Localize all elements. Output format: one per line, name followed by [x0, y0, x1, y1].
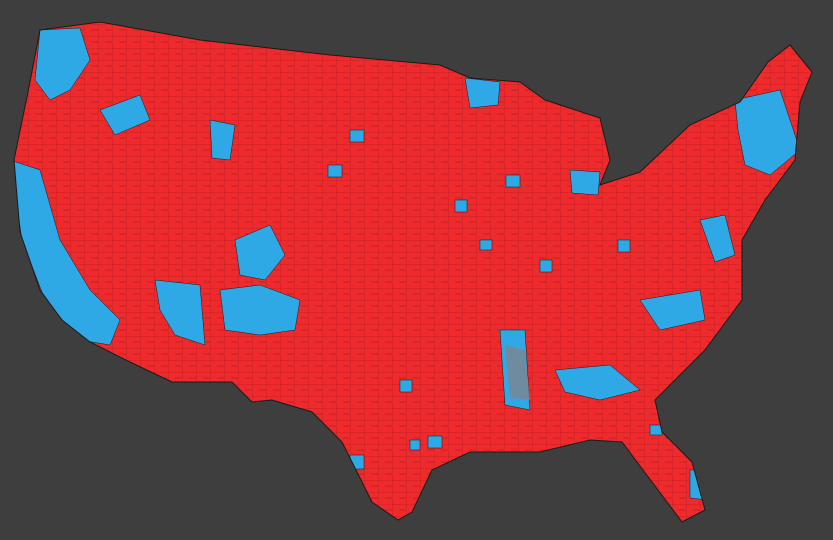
- region: [505, 174, 521, 188]
- region: [409, 439, 421, 451]
- region: [327, 164, 343, 178]
- region: [427, 435, 443, 449]
- region: [209, 119, 236, 161]
- region: [234, 224, 286, 281]
- region: [649, 424, 663, 436]
- region: [464, 77, 501, 109]
- region: [99, 94, 151, 136]
- us-outline: [13, 21, 813, 523]
- region: [154, 279, 206, 346]
- region: [734, 89, 801, 176]
- region: [699, 214, 736, 263]
- region: [479, 239, 493, 251]
- region: [399, 379, 413, 393]
- region: [617, 239, 631, 253]
- region: [219, 284, 301, 336]
- region: [639, 289, 706, 331]
- region: [539, 259, 553, 273]
- region: [454, 199, 468, 213]
- region: [34, 27, 91, 101]
- gray-counties: [505, 345, 530, 400]
- region: [554, 364, 641, 401]
- region: [349, 129, 365, 143]
- region: [569, 169, 601, 196]
